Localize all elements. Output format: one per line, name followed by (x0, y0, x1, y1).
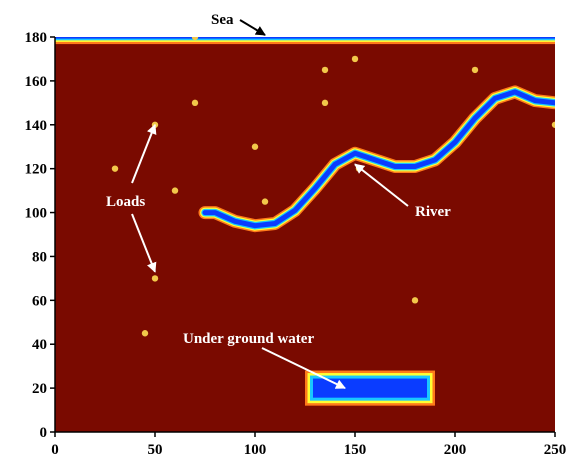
x-ticks: 0 50 100 150 200 250 (51, 432, 566, 458)
annotations: Sea Loads River Under ground water (106, 12, 451, 390)
load-point (551, 121, 555, 128)
load-point (111, 165, 119, 172)
x-tick-label: 250 (544, 442, 567, 458)
load-point (191, 99, 199, 107)
axes: 0 50 100 150 200 250 0 20 40 60 80 100 120 140 160 180 (25, 30, 567, 458)
loads-annotation-arrow-upper (131, 123, 157, 184)
y-tick-label: 100 (25, 206, 48, 222)
load-point (141, 330, 149, 337)
y-tick-label: 0 (40, 425, 48, 441)
load-point (321, 66, 329, 74)
loads-annotation-label: Loads (106, 194, 145, 210)
y-tick-label: 180 (25, 30, 48, 46)
x-tick-label: 100 (244, 442, 267, 458)
y-tick-label: 60 (32, 293, 47, 309)
y-tick-label: 80 (32, 249, 47, 265)
underground-annotation-label: Under ground water (183, 331, 314, 347)
load-point (151, 275, 159, 282)
plot-background (55, 37, 555, 432)
sea-region (55, 37, 555, 45)
y-tick-label: 20 (32, 381, 47, 397)
sea-band-row (55, 41, 555, 45)
x-tick-label: 0 (51, 442, 59, 458)
load-point (171, 187, 179, 194)
x-tick-label: 150 (344, 442, 367, 458)
river-annotation-label: River (415, 204, 451, 220)
y-tick-label: 40 (32, 337, 47, 353)
loads-annotation-arrow-lower (131, 213, 157, 273)
sea-annotation-label: Sea (211, 12, 234, 28)
sea-band-row (55, 40, 555, 43)
y-tick-label: 120 (25, 162, 48, 178)
load-point (321, 99, 329, 107)
river-path (198, 85, 555, 233)
x-tick-label: 200 (444, 442, 467, 458)
river-annotation-arrow (354, 163, 409, 207)
x-tick-label: 50 (148, 442, 163, 458)
sea-band-row (55, 37, 555, 40)
river-stroke (202, 89, 555, 229)
y-tick-label: 140 (25, 118, 48, 134)
underground-annotation-arrow (261, 347, 346, 390)
load-point (471, 66, 479, 74)
sea-band-row (55, 38, 555, 41)
load-point (411, 297, 419, 304)
load-point (261, 198, 269, 205)
load-point (191, 37, 199, 41)
load-point (351, 55, 359, 63)
load-point (251, 143, 259, 150)
y-ticks: 0 20 40 60 80 100 120 140 160 180 (25, 30, 55, 441)
underground-water-region (305, 370, 435, 406)
y-tick-label: 160 (25, 74, 48, 90)
sea-annotation-arrow (239, 19, 266, 36)
